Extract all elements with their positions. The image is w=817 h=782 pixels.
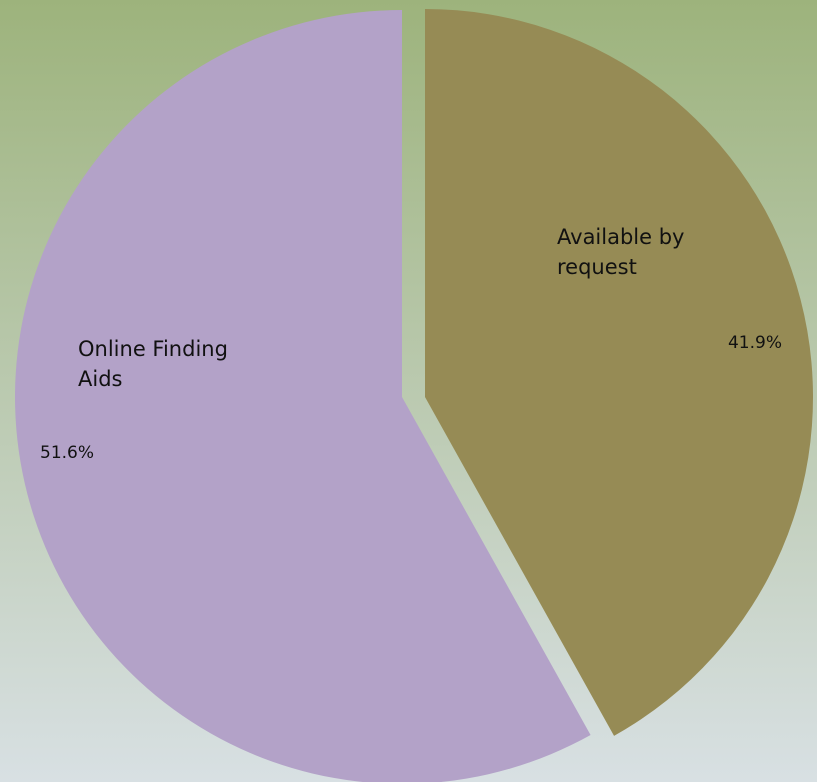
slice-label-available-by-request: Available by request: [557, 225, 685, 279]
pie-labels: Available by request 41.9% Online Finding Ai…: [40, 225, 782, 463]
value-label-available-by-request: 41.9%: [728, 333, 782, 353]
pie-slice-available-by-request: [425, 9, 814, 736]
pie-slices: [15, 9, 814, 782]
pie-slice-online-finding-aids: [15, 10, 591, 782]
value-label-online-finding-aids: 51.6%: [40, 443, 94, 463]
slice-label-online-finding-aids: Online Finding Aids: [78, 337, 228, 391]
